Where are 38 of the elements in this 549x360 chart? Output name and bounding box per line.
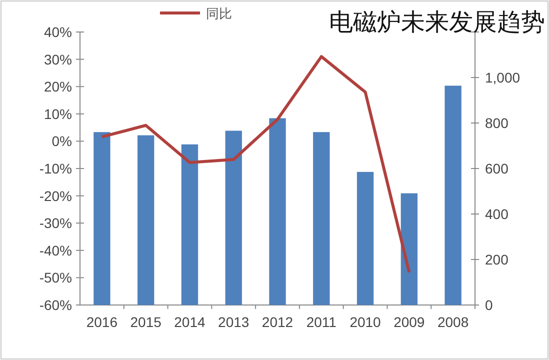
x-tick-label: 2009 (394, 314, 425, 330)
y2-tick-label: 800 (485, 115, 509, 131)
legend-label: 同比 (206, 6, 232, 21)
y-tick-label: -40% (39, 242, 72, 258)
bar (137, 135, 154, 305)
y-tick-label: -20% (39, 188, 72, 204)
bar (444, 86, 462, 305)
x-tick-label: 2012 (262, 314, 294, 330)
bar (400, 193, 418, 305)
y2-tick-label: 200 (485, 252, 509, 268)
x-tick-label: 2015 (130, 314, 162, 330)
y-tick-label: -10% (39, 160, 72, 176)
y-tick-label: 10% (44, 106, 72, 122)
y-tick-label: -50% (39, 270, 72, 286)
x-tick-label: 2011 (306, 314, 337, 330)
y2-tick-label: 600 (485, 160, 509, 176)
y-tick-label: 30% (44, 51, 72, 68)
chart-title: 电磁炉未来发展趋势 (329, 9, 545, 36)
bar (225, 130, 242, 305)
x-tick-label: 2014 (174, 314, 206, 330)
y2-tick-label: 0 (485, 297, 493, 313)
x-tick-label: 2016 (86, 314, 118, 330)
x-tick-label: 2008 (437, 314, 469, 330)
y-tick-label: 0% (52, 133, 72, 150)
bar (94, 132, 110, 305)
y2-tick-label: 400 (485, 206, 509, 222)
bar (181, 144, 198, 305)
bar (313, 132, 330, 305)
x-tick-label: 2013 (218, 314, 250, 330)
x-tick-label: 2010 (350, 314, 382, 330)
bar (356, 172, 374, 305)
y2-tick-label: 1,000 (485, 70, 520, 86)
line-series (100, 55, 411, 274)
y-tick-label: -60% (39, 297, 72, 313)
bar (269, 118, 286, 305)
y-tick-label: 40% (44, 24, 72, 40)
y-tick-label: 20% (44, 78, 72, 95)
y-tick-label: -30% (39, 215, 72, 232)
